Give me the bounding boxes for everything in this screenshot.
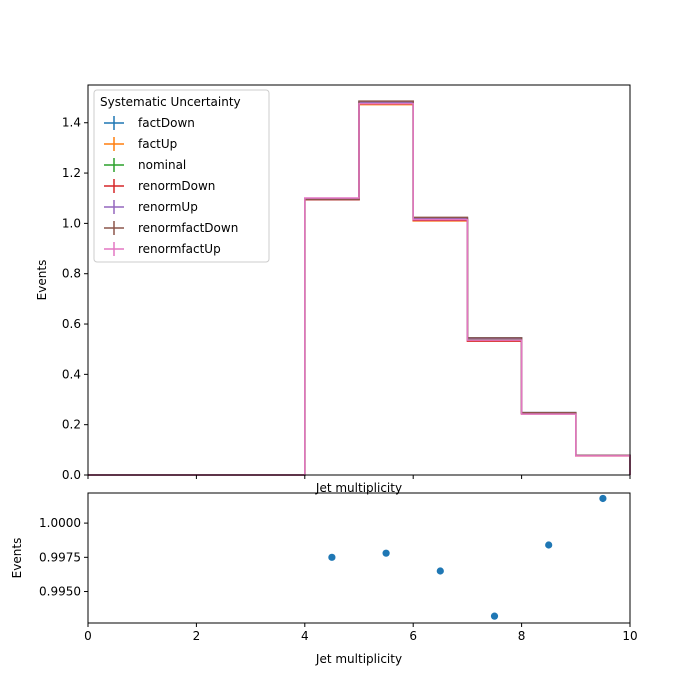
legend-box xyxy=(93,89,270,263)
top-y-tick-label: 0.6 xyxy=(62,317,81,331)
bottom-x-tick-label: 10 xyxy=(622,629,637,643)
top-y-tick-label: 1.0 xyxy=(62,216,81,230)
legend-label-renormUp: renormUp xyxy=(138,200,198,214)
bottom-y-tick-label: 0.9950 xyxy=(39,585,81,599)
top-x-ticks xyxy=(87,475,631,479)
top-y-tick-label: 1.2 xyxy=(62,166,81,180)
top-y-tick-label: 0.2 xyxy=(62,418,81,432)
bottom-x-axis-label: Jet multiplicity xyxy=(315,652,402,666)
top-plot-frame xyxy=(87,84,631,476)
legend-label-renormfactDown: renormfactDown xyxy=(138,221,238,235)
bottom-y-tick-label: 0.9975 xyxy=(39,550,81,564)
legend-label-factUp: factUp xyxy=(138,137,177,151)
bottom-y-tick-label: 1.0000 xyxy=(39,516,81,530)
top-y-tick-label: 0.8 xyxy=(62,267,81,281)
legend-title: Systematic Uncertainty xyxy=(100,95,241,109)
legend: Systematic Uncertainty factDown factUp nomi… xyxy=(93,89,270,263)
bottom-y-axis-label: Events xyxy=(10,538,24,579)
ratio-point xyxy=(436,567,444,575)
ratio-point xyxy=(328,553,336,561)
bottom-y-ticks: 0.9950 0.9975 1.0000 xyxy=(39,516,88,599)
top-y-tick-label: 0.4 xyxy=(62,367,81,381)
ratio-points-group xyxy=(328,494,607,620)
top-histogram-plot: 0.0 0.2 0.4 0.6 0.8 1.0 1.2 1.4 Jet multiplicit… xyxy=(35,84,631,495)
bottom-plot-frame xyxy=(87,492,631,624)
ratio-point xyxy=(545,541,553,549)
bottom-x-tick-label: 2 xyxy=(193,629,201,643)
top-y-tick-label: 0.0 xyxy=(62,468,81,482)
ratio-point xyxy=(599,494,607,503)
ratio-point xyxy=(490,612,499,620)
legend-label-nominal: nominal xyxy=(138,158,186,172)
top-y-tick-label: 1.4 xyxy=(62,116,81,130)
bottom-ratio-plot: 0.9950 0.9975 1.0000 0 2 4 6 8 10 Jet multiplic… xyxy=(10,492,638,666)
bottom-x-tick-label: 6 xyxy=(409,629,417,643)
ratio-point xyxy=(382,549,390,557)
legend-label-renormfactUp: renormfactUp xyxy=(138,242,221,256)
top-y-ticks: 0.0 0.2 0.4 0.6 0.8 1.0 1.2 1.4 xyxy=(62,116,88,482)
legend-label-factDown: factDown xyxy=(138,116,195,130)
legend-label-renormDown: renormDown xyxy=(138,179,215,193)
bottom-x-tick-label: 0 xyxy=(84,629,92,643)
top-y-axis-label: Events xyxy=(35,260,49,301)
bottom-x-tick-label: 8 xyxy=(518,629,526,643)
bottom-x-tick-label: 4 xyxy=(301,629,309,643)
top-x-axis-label: Jet multiplicity xyxy=(315,481,402,495)
bottom-x-ticks: 0 2 4 6 8 10 xyxy=(84,623,638,643)
